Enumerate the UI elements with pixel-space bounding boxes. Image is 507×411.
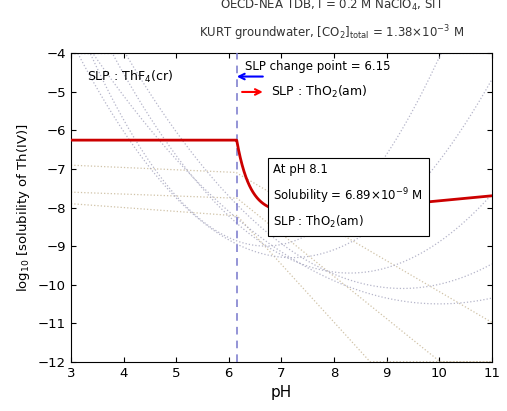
Text: SLP change point = 6.15: SLP change point = 6.15	[244, 60, 390, 74]
Text: OECD-NEA TDB, I = 0.2 M NaClO$_4$, SIT: OECD-NEA TDB, I = 0.2 M NaClO$_4$, SIT	[220, 0, 444, 14]
X-axis label: pH: pH	[271, 385, 292, 400]
Text: SLP : ThO$_2$(am): SLP : ThO$_2$(am)	[271, 84, 368, 100]
Text: At pH 8.1
Solubility = 6.89$\times$10$^{-9}$ M
SLP : ThO$_2$(am): At pH 8.1 Solubility = 6.89$\times$10$^{…	[273, 163, 423, 230]
Y-axis label: log$_{10}$ [solubility of Th(IV)]: log$_{10}$ [solubility of Th(IV)]	[15, 123, 32, 292]
Text: KURT groundwater, [CO$_2$]$_{\rm total}$ = 1.38$\times$10$^{-3}$ M: KURT groundwater, [CO$_2$]$_{\rm total}$…	[199, 23, 464, 43]
Text: SLP : ThF$_4$(cr): SLP : ThF$_4$(cr)	[87, 69, 173, 85]
